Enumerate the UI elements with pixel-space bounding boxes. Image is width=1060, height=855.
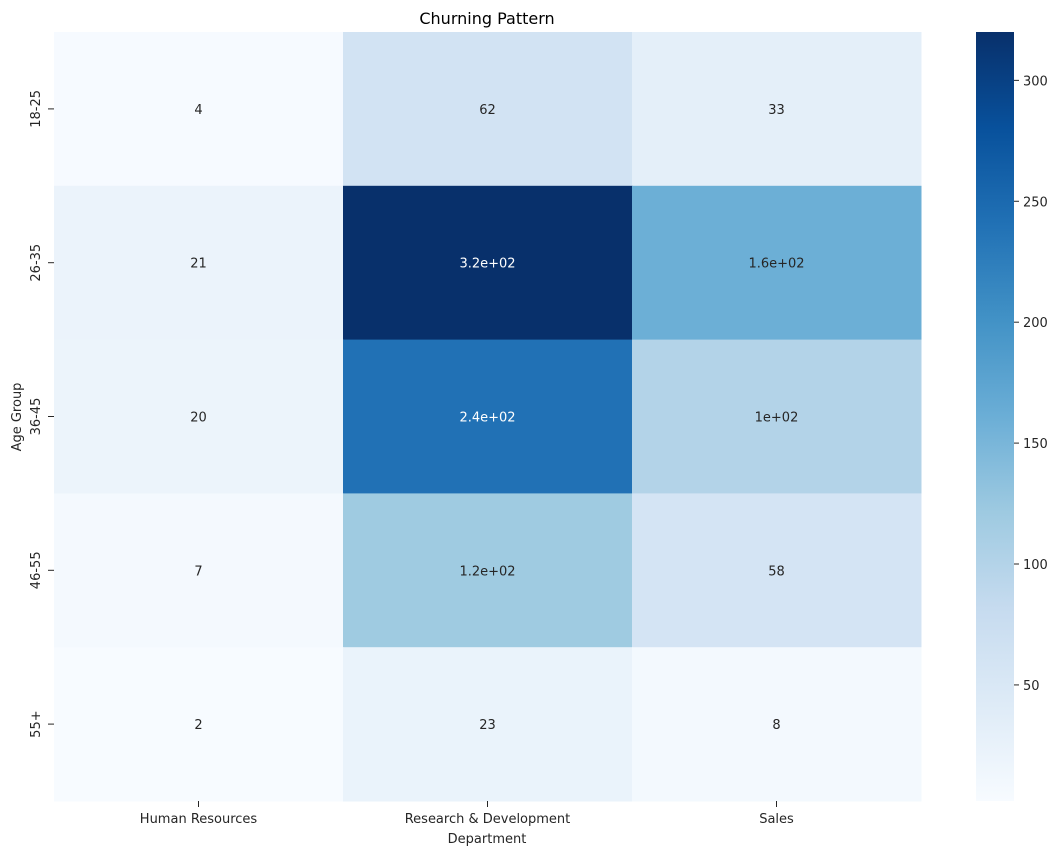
x-tick-label-2: Sales [759,812,794,827]
heatmap-cell-2-2 [632,339,922,494]
heatmap-cell-label-0-1: 62 [479,103,496,118]
heatmap-cell-label-4-2: 8 [772,718,780,733]
y-tick-label-0: 18-25 [29,90,44,128]
heatmap-cell-1-2 [632,185,922,341]
heatmap-cell-label-2-2: 1e+02 [755,411,799,426]
heatmap-cell-label-1-2: 1.6e+02 [748,257,804,272]
heatmap-cell-4-0 [54,647,344,802]
heatmap-cell-label-4-1: 23 [479,718,496,733]
colorbar-tick-label-2: 150 [1023,437,1048,452]
x-tick-label-0: Human Resources [140,812,258,827]
heatmap-cell-2-1 [343,339,633,494]
colorbar-tick-label-1: 100 [1023,558,1048,573]
x-axis-ticks: Human Resources Research & Development Sal… [140,801,794,827]
heatmap-cell-0-2 [632,32,922,187]
x-tick-label-1: Research & Development [405,812,571,827]
heatmap-cell-label-3-0: 7 [194,564,202,579]
heatmap-cell-3-2 [632,493,922,648]
colorbar-tick-label-0: 50 [1023,679,1040,694]
colorbar-ticks: 50 100 150 200 250 300 [1014,74,1048,694]
heatmap-cells [54,32,922,802]
heatmap-cell-labels: 4 62 33 21 3.2e+02 1.6e+02 20 2.4e+02 1e+02 7 1.2e… [190,103,804,733]
heatmap-cell-0-0 [54,32,344,187]
heatmap-cell-4-2 [632,647,922,802]
colorbar-tick-label-5: 300 [1023,74,1048,89]
heatmap-cell-3-0 [54,493,344,648]
colorbar [976,32,1014,801]
heatmap-cell-label-3-2: 58 [768,564,785,579]
chart-title: Churning Pattern [419,9,554,28]
heatmap-cell-3-1 [343,493,633,648]
colorbar-tick-label-3: 200 [1023,316,1048,331]
y-tick-label-1: 26-35 [29,244,44,282]
heatmap-cell-label-1-1: 3.2e+02 [459,257,515,272]
heatmap-cell-label-4-0: 2 [194,718,202,733]
y-axis-ticks: 18-25 26-35 36-45 46-55 55+ [29,90,54,738]
y-tick-label-3: 46-55 [29,551,44,589]
heatmap-cell-4-1 [343,647,633,802]
heatmap-cell-label-1-0: 21 [190,257,207,272]
heatmap-cell-label-3-1: 1.2e+02 [459,564,515,579]
heatmap-cell-1-1 [343,185,633,341]
x-axis-title: Department [448,832,527,847]
heatmap-cell-label-2-0: 20 [190,411,207,426]
heatmap-cell-label-0-0: 4 [194,103,202,118]
heatmap-cell-1-0 [54,185,344,341]
heatmap-cell-0-1 [343,32,633,187]
y-tick-label-4: 55+ [29,710,44,737]
y-tick-label-2: 36-45 [29,398,44,436]
heatmap-cell-label-2-1: 2.4e+02 [459,411,515,426]
y-axis-title: Age Group [10,383,25,452]
colorbar-tick-label-4: 250 [1023,195,1048,210]
heatmap-cell-label-0-2: 33 [768,103,785,118]
heatmap-cell-2-0 [54,339,344,494]
